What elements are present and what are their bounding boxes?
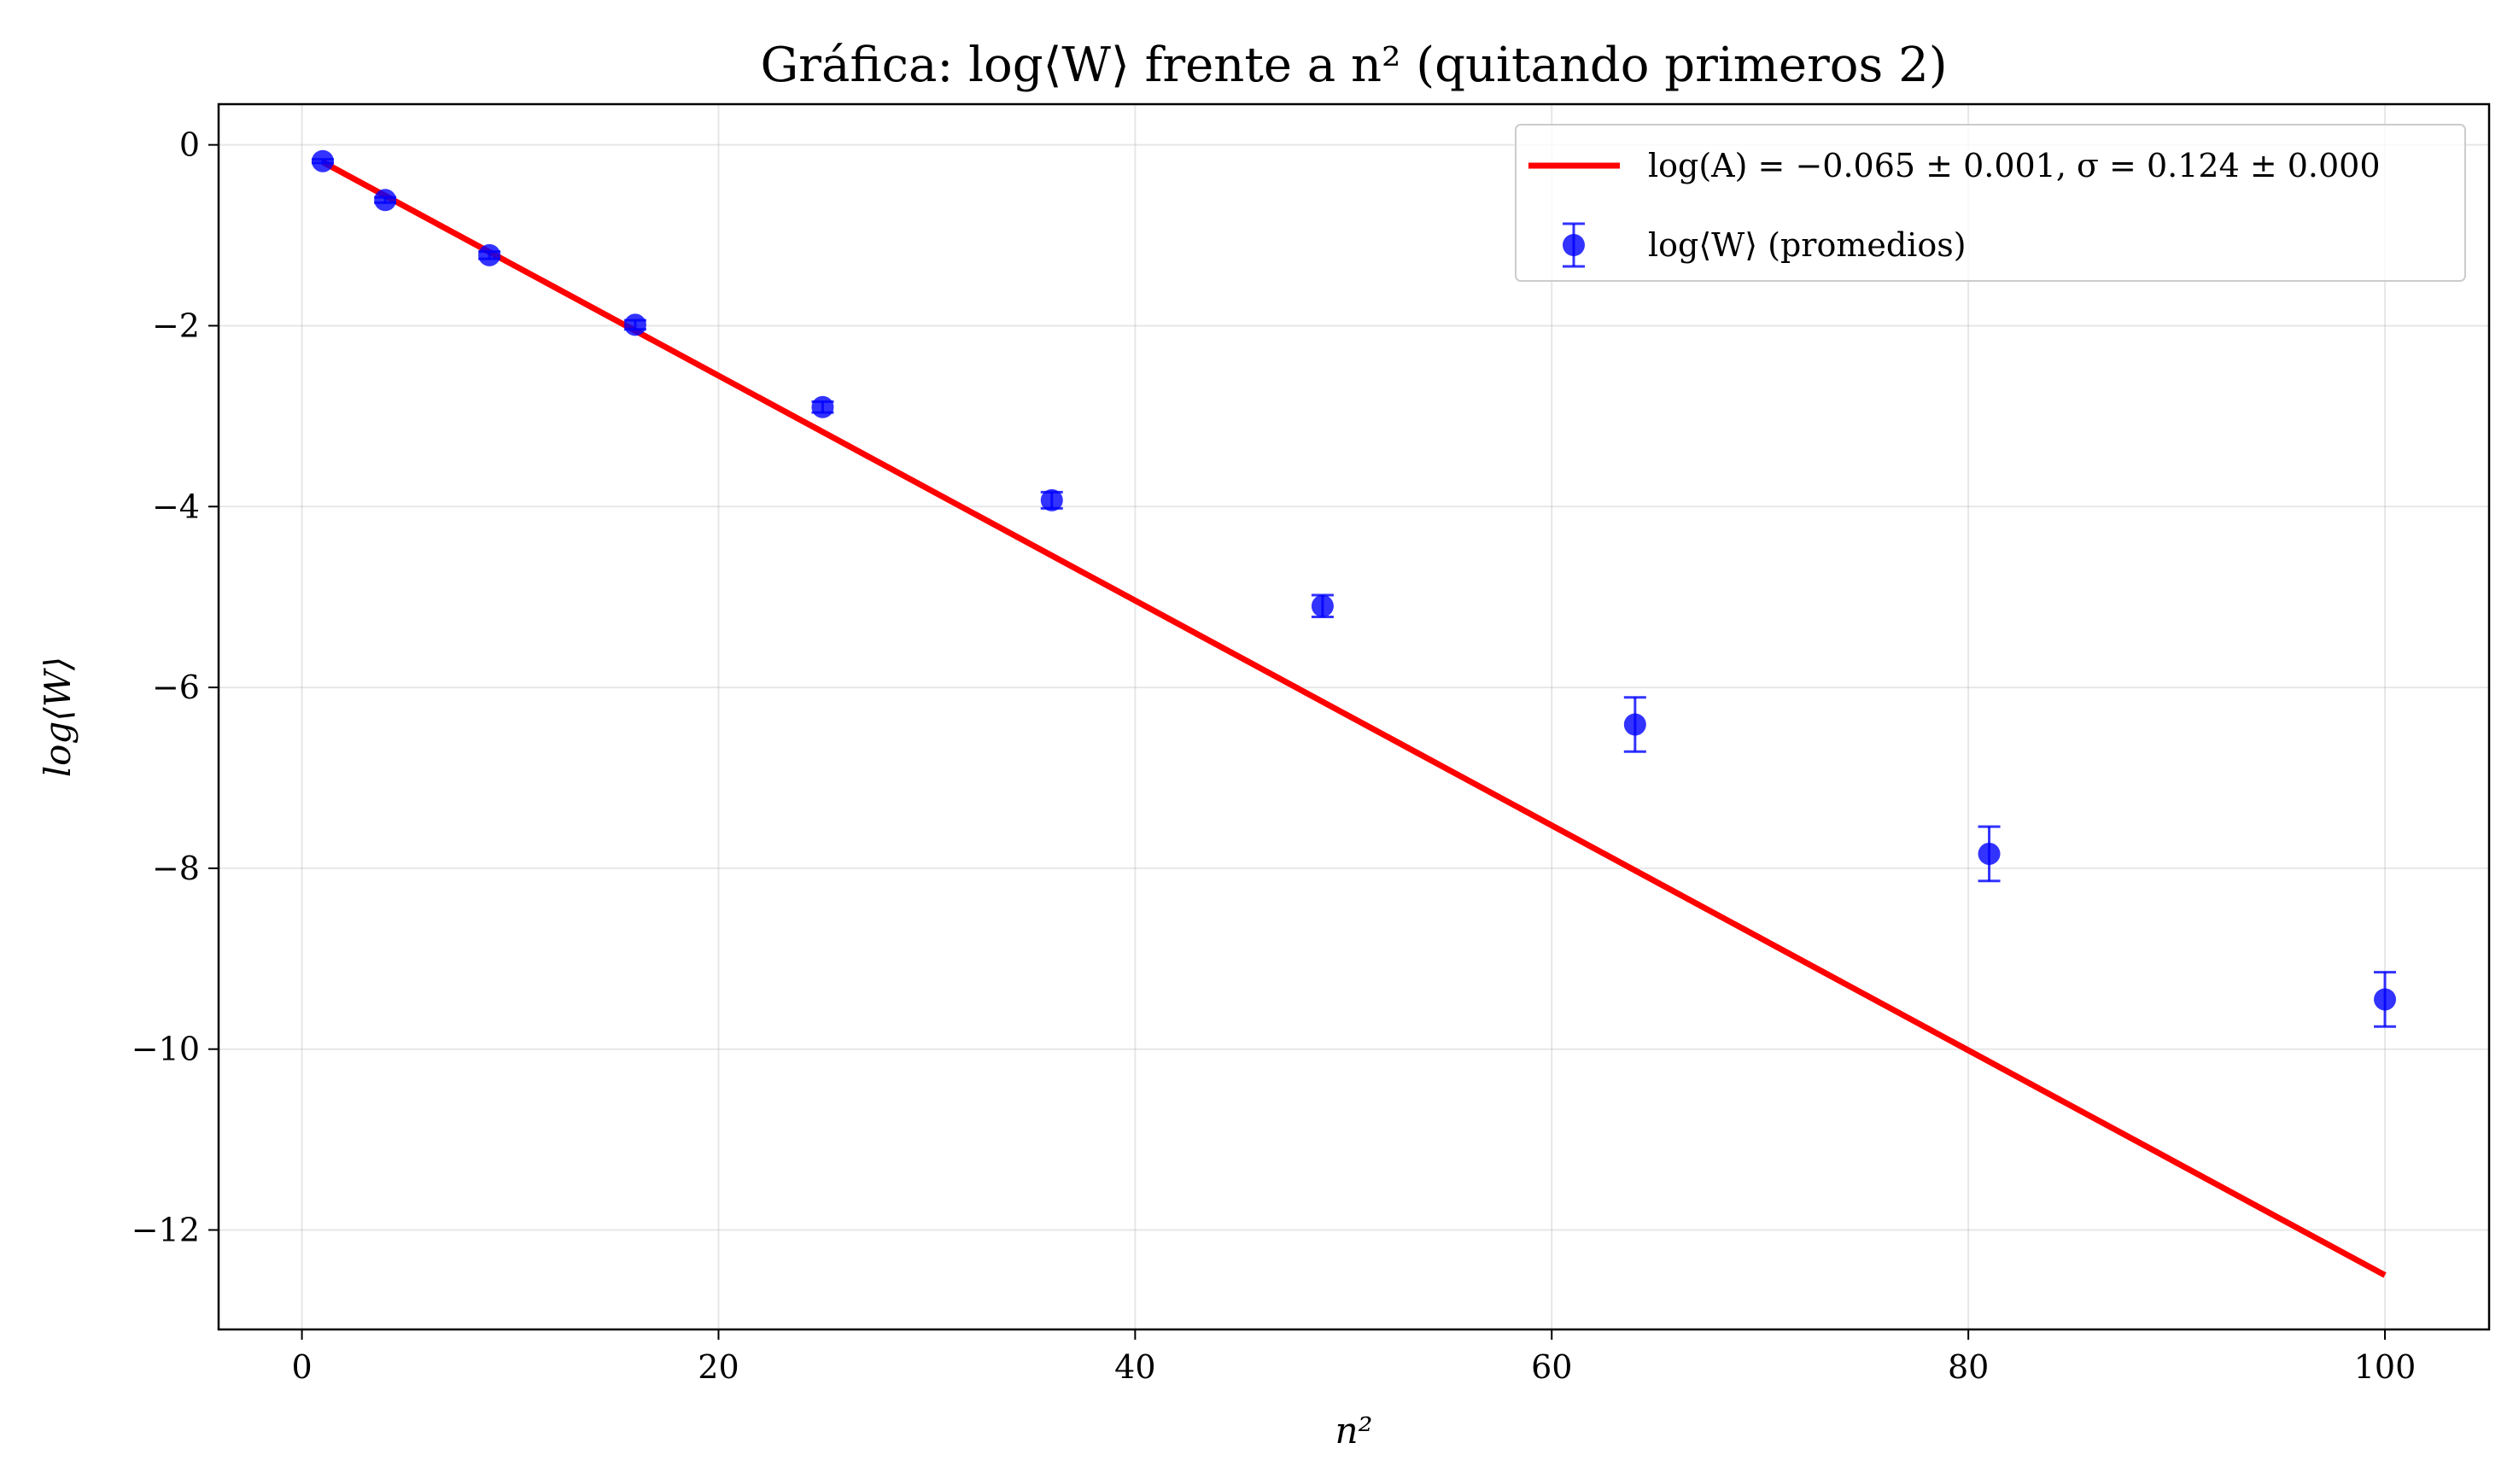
x-tick-label: 40 xyxy=(1114,1348,1155,1386)
x-tick-label: 60 xyxy=(1531,1348,1572,1386)
y-axis: 0 −2 −4 −6 −8 −10 −12 xyxy=(131,126,219,1249)
x-axis-label: n² xyxy=(1335,1410,1373,1452)
data-point xyxy=(2374,988,2397,1011)
plot-frame xyxy=(217,102,2491,1331)
data-point xyxy=(811,395,834,418)
series-layer xyxy=(311,149,2397,1278)
x-tick-label: 0 xyxy=(291,1348,312,1386)
x-tick-label: 80 xyxy=(1948,1348,1989,1386)
chart-title: Gráfica: log⟨W⟩ frente a n² (quitando pr… xyxy=(760,38,1947,93)
x-axis: 0 20 40 60 80 100 xyxy=(291,1329,2416,1386)
legend: log(A) = −0.065 ± 0.001, σ = 0.124 ± 0.0… xyxy=(1515,124,2466,282)
data-point xyxy=(623,313,646,336)
fit-line xyxy=(321,159,2387,1278)
data-point xyxy=(311,149,334,172)
legend-box xyxy=(1515,124,2466,282)
y-tick-label: 0 xyxy=(179,126,200,164)
data-point xyxy=(374,189,397,212)
data-point xyxy=(1040,488,1063,511)
y-tick-label: −4 xyxy=(152,488,200,525)
legend-label: log(A) = −0.065 ± 0.001, σ = 0.124 ± 0.0… xyxy=(1648,147,2381,184)
y-tick-label: −8 xyxy=(152,850,200,887)
data-point xyxy=(1311,594,1334,617)
x-tick-label: 100 xyxy=(2354,1348,2417,1386)
y-tick-label: −10 xyxy=(131,1031,200,1068)
y-tick-label: −12 xyxy=(131,1212,200,1249)
y-axis-label: log⟨W⟩ xyxy=(37,657,79,778)
y-tick-label: −2 xyxy=(152,307,200,344)
data-point xyxy=(478,243,501,266)
data-point xyxy=(1978,842,2001,865)
legend-marker-swatch xyxy=(1563,234,1585,256)
data-point xyxy=(1623,713,1646,736)
x-tick-label: 20 xyxy=(698,1348,739,1386)
legend-label: log⟨W⟩ (promedios) xyxy=(1648,226,1967,264)
y-tick-label: −6 xyxy=(152,669,200,706)
